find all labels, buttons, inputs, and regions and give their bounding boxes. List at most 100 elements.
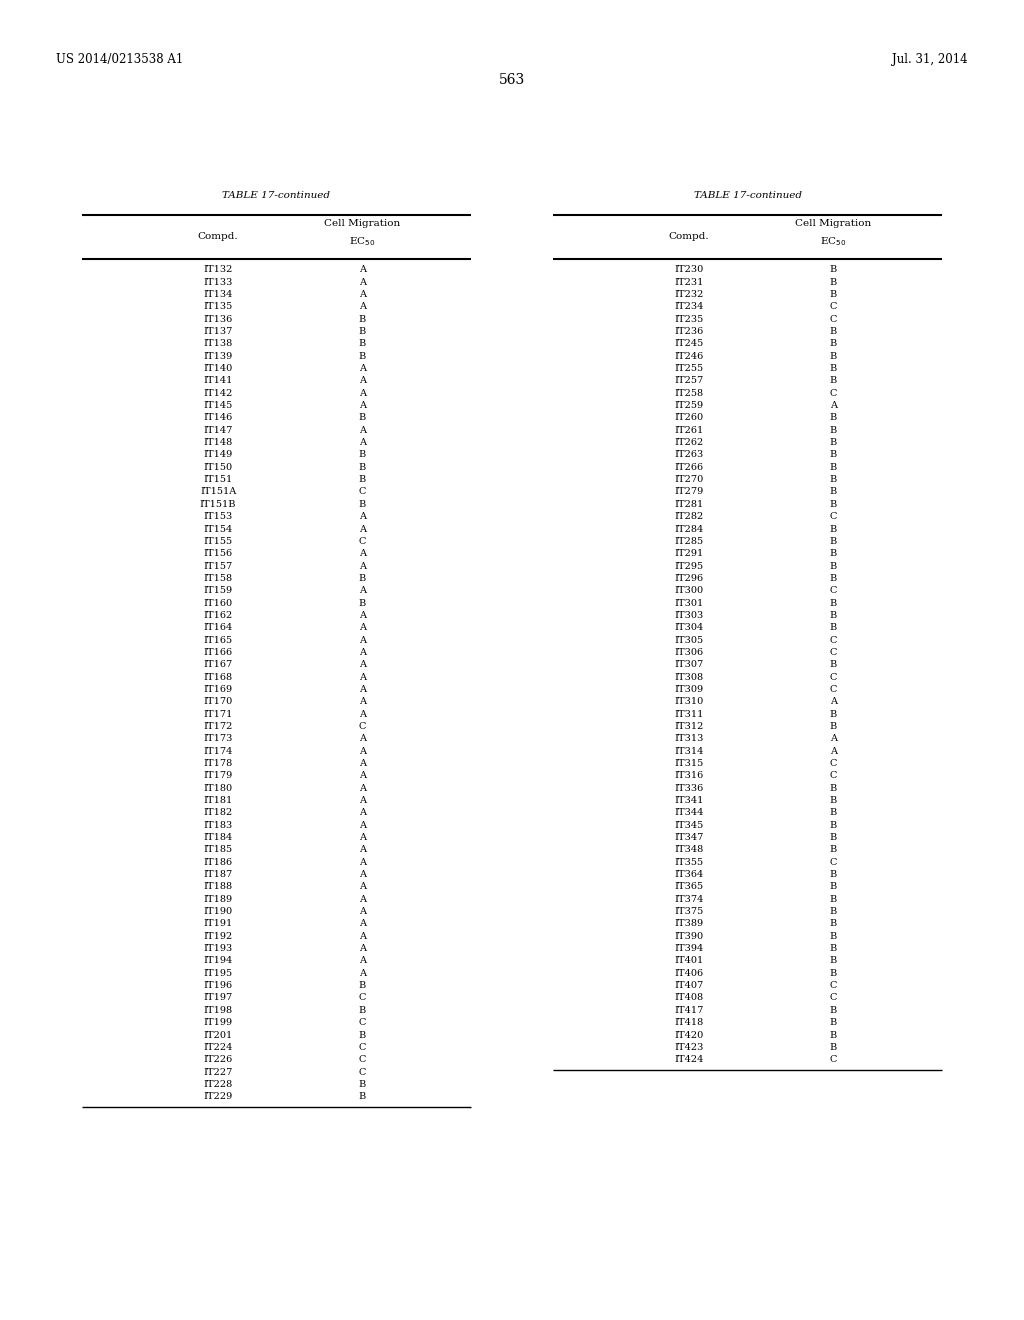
Text: IT308: IT308 [675, 673, 703, 681]
Text: IT148: IT148 [204, 438, 232, 447]
Text: IT183: IT183 [204, 821, 232, 830]
Text: B: B [829, 574, 837, 583]
Text: A: A [358, 685, 366, 694]
Text: A: A [358, 734, 366, 743]
Text: IT307: IT307 [675, 660, 703, 669]
Text: A: A [358, 883, 366, 891]
Text: IT151A: IT151A [200, 487, 237, 496]
Text: IT315: IT315 [675, 759, 703, 768]
Text: IT389: IT389 [675, 920, 703, 928]
Text: A: A [829, 697, 837, 706]
Text: C: C [829, 685, 837, 694]
Text: IT171: IT171 [204, 710, 232, 718]
Text: C: C [358, 1068, 366, 1077]
Text: B: B [829, 623, 837, 632]
Text: IT165: IT165 [204, 636, 232, 644]
Text: A: A [358, 920, 366, 928]
Text: B: B [358, 1092, 366, 1101]
Text: A: A [358, 524, 366, 533]
Text: IT155: IT155 [204, 537, 232, 546]
Text: C: C [829, 389, 837, 397]
Text: B: B [829, 537, 837, 546]
Text: IT423: IT423 [675, 1043, 703, 1052]
Text: EC$_{50}$: EC$_{50}$ [820, 235, 846, 248]
Text: A: A [358, 549, 366, 558]
Text: IT196: IT196 [204, 981, 232, 990]
Text: B: B [829, 1031, 837, 1040]
Text: C: C [829, 673, 837, 681]
Text: B: B [358, 475, 366, 484]
Text: B: B [358, 413, 366, 422]
Text: B: B [829, 413, 837, 422]
Text: C: C [358, 1018, 366, 1027]
Text: B: B [358, 327, 366, 337]
Text: IT189: IT189 [204, 895, 232, 904]
Text: IT140: IT140 [204, 364, 232, 374]
Text: IT153: IT153 [204, 512, 232, 521]
Text: IT284: IT284 [675, 524, 703, 533]
Text: IT291: IT291 [675, 549, 703, 558]
Text: IT199: IT199 [204, 1018, 232, 1027]
Text: IT375: IT375 [675, 907, 703, 916]
Text: IT151B: IT151B [200, 500, 237, 508]
Text: IT390: IT390 [675, 932, 703, 941]
Text: IT311: IT311 [675, 710, 703, 718]
Text: IT136: IT136 [204, 314, 232, 323]
Text: IT198: IT198 [204, 1006, 232, 1015]
Text: IT408: IT408 [675, 994, 703, 1002]
Text: IT146: IT146 [204, 413, 232, 422]
Text: B: B [829, 376, 837, 385]
Text: IT231: IT231 [675, 277, 703, 286]
Text: C: C [829, 981, 837, 990]
Text: B: B [829, 957, 837, 965]
Text: IT224: IT224 [204, 1043, 232, 1052]
Text: A: A [829, 747, 837, 755]
Text: IT232: IT232 [675, 290, 703, 300]
Text: B: B [829, 450, 837, 459]
Text: A: A [358, 944, 366, 953]
Text: B: B [829, 722, 837, 731]
Text: A: A [358, 611, 366, 620]
Text: IT261: IT261 [675, 426, 703, 434]
Text: IT141: IT141 [204, 376, 232, 385]
Text: B: B [829, 598, 837, 607]
Text: IT303: IT303 [675, 611, 703, 620]
Text: C: C [358, 994, 366, 1002]
Text: IT166: IT166 [204, 648, 232, 657]
Text: IT160: IT160 [204, 598, 232, 607]
Text: IT312: IT312 [675, 722, 703, 731]
Text: IT420: IT420 [675, 1031, 703, 1040]
Text: IT229: IT229 [204, 1092, 232, 1101]
Text: IT173: IT173 [204, 734, 232, 743]
Text: B: B [829, 339, 837, 348]
Text: B: B [829, 710, 837, 718]
Text: B: B [829, 327, 837, 337]
Text: IT406: IT406 [675, 969, 703, 978]
Text: A: A [358, 784, 366, 793]
Text: B: B [829, 426, 837, 434]
Text: A: A [358, 277, 366, 286]
Text: B: B [358, 598, 366, 607]
Text: B: B [358, 500, 366, 508]
Text: IT182: IT182 [204, 808, 232, 817]
Text: IT313: IT313 [675, 734, 703, 743]
Text: B: B [829, 796, 837, 805]
Text: IT138: IT138 [204, 339, 232, 348]
Text: C: C [358, 537, 366, 546]
Text: A: A [358, 747, 366, 755]
Text: A: A [358, 957, 366, 965]
Text: EC$_{50}$: EC$_{50}$ [349, 235, 375, 248]
Text: IT364: IT364 [675, 870, 703, 879]
Text: B: B [829, 845, 837, 854]
Text: Cell Migration: Cell Migration [324, 219, 400, 228]
Text: IT134: IT134 [204, 290, 232, 300]
Text: A: A [358, 586, 366, 595]
Text: A: A [358, 623, 366, 632]
Text: IT167: IT167 [204, 660, 232, 669]
Text: TABLE 17-continued: TABLE 17-continued [222, 191, 331, 201]
Text: IT164: IT164 [204, 623, 232, 632]
Text: IT159: IT159 [204, 586, 232, 595]
Text: B: B [358, 1031, 366, 1040]
Text: A: A [358, 438, 366, 447]
Text: B: B [829, 487, 837, 496]
